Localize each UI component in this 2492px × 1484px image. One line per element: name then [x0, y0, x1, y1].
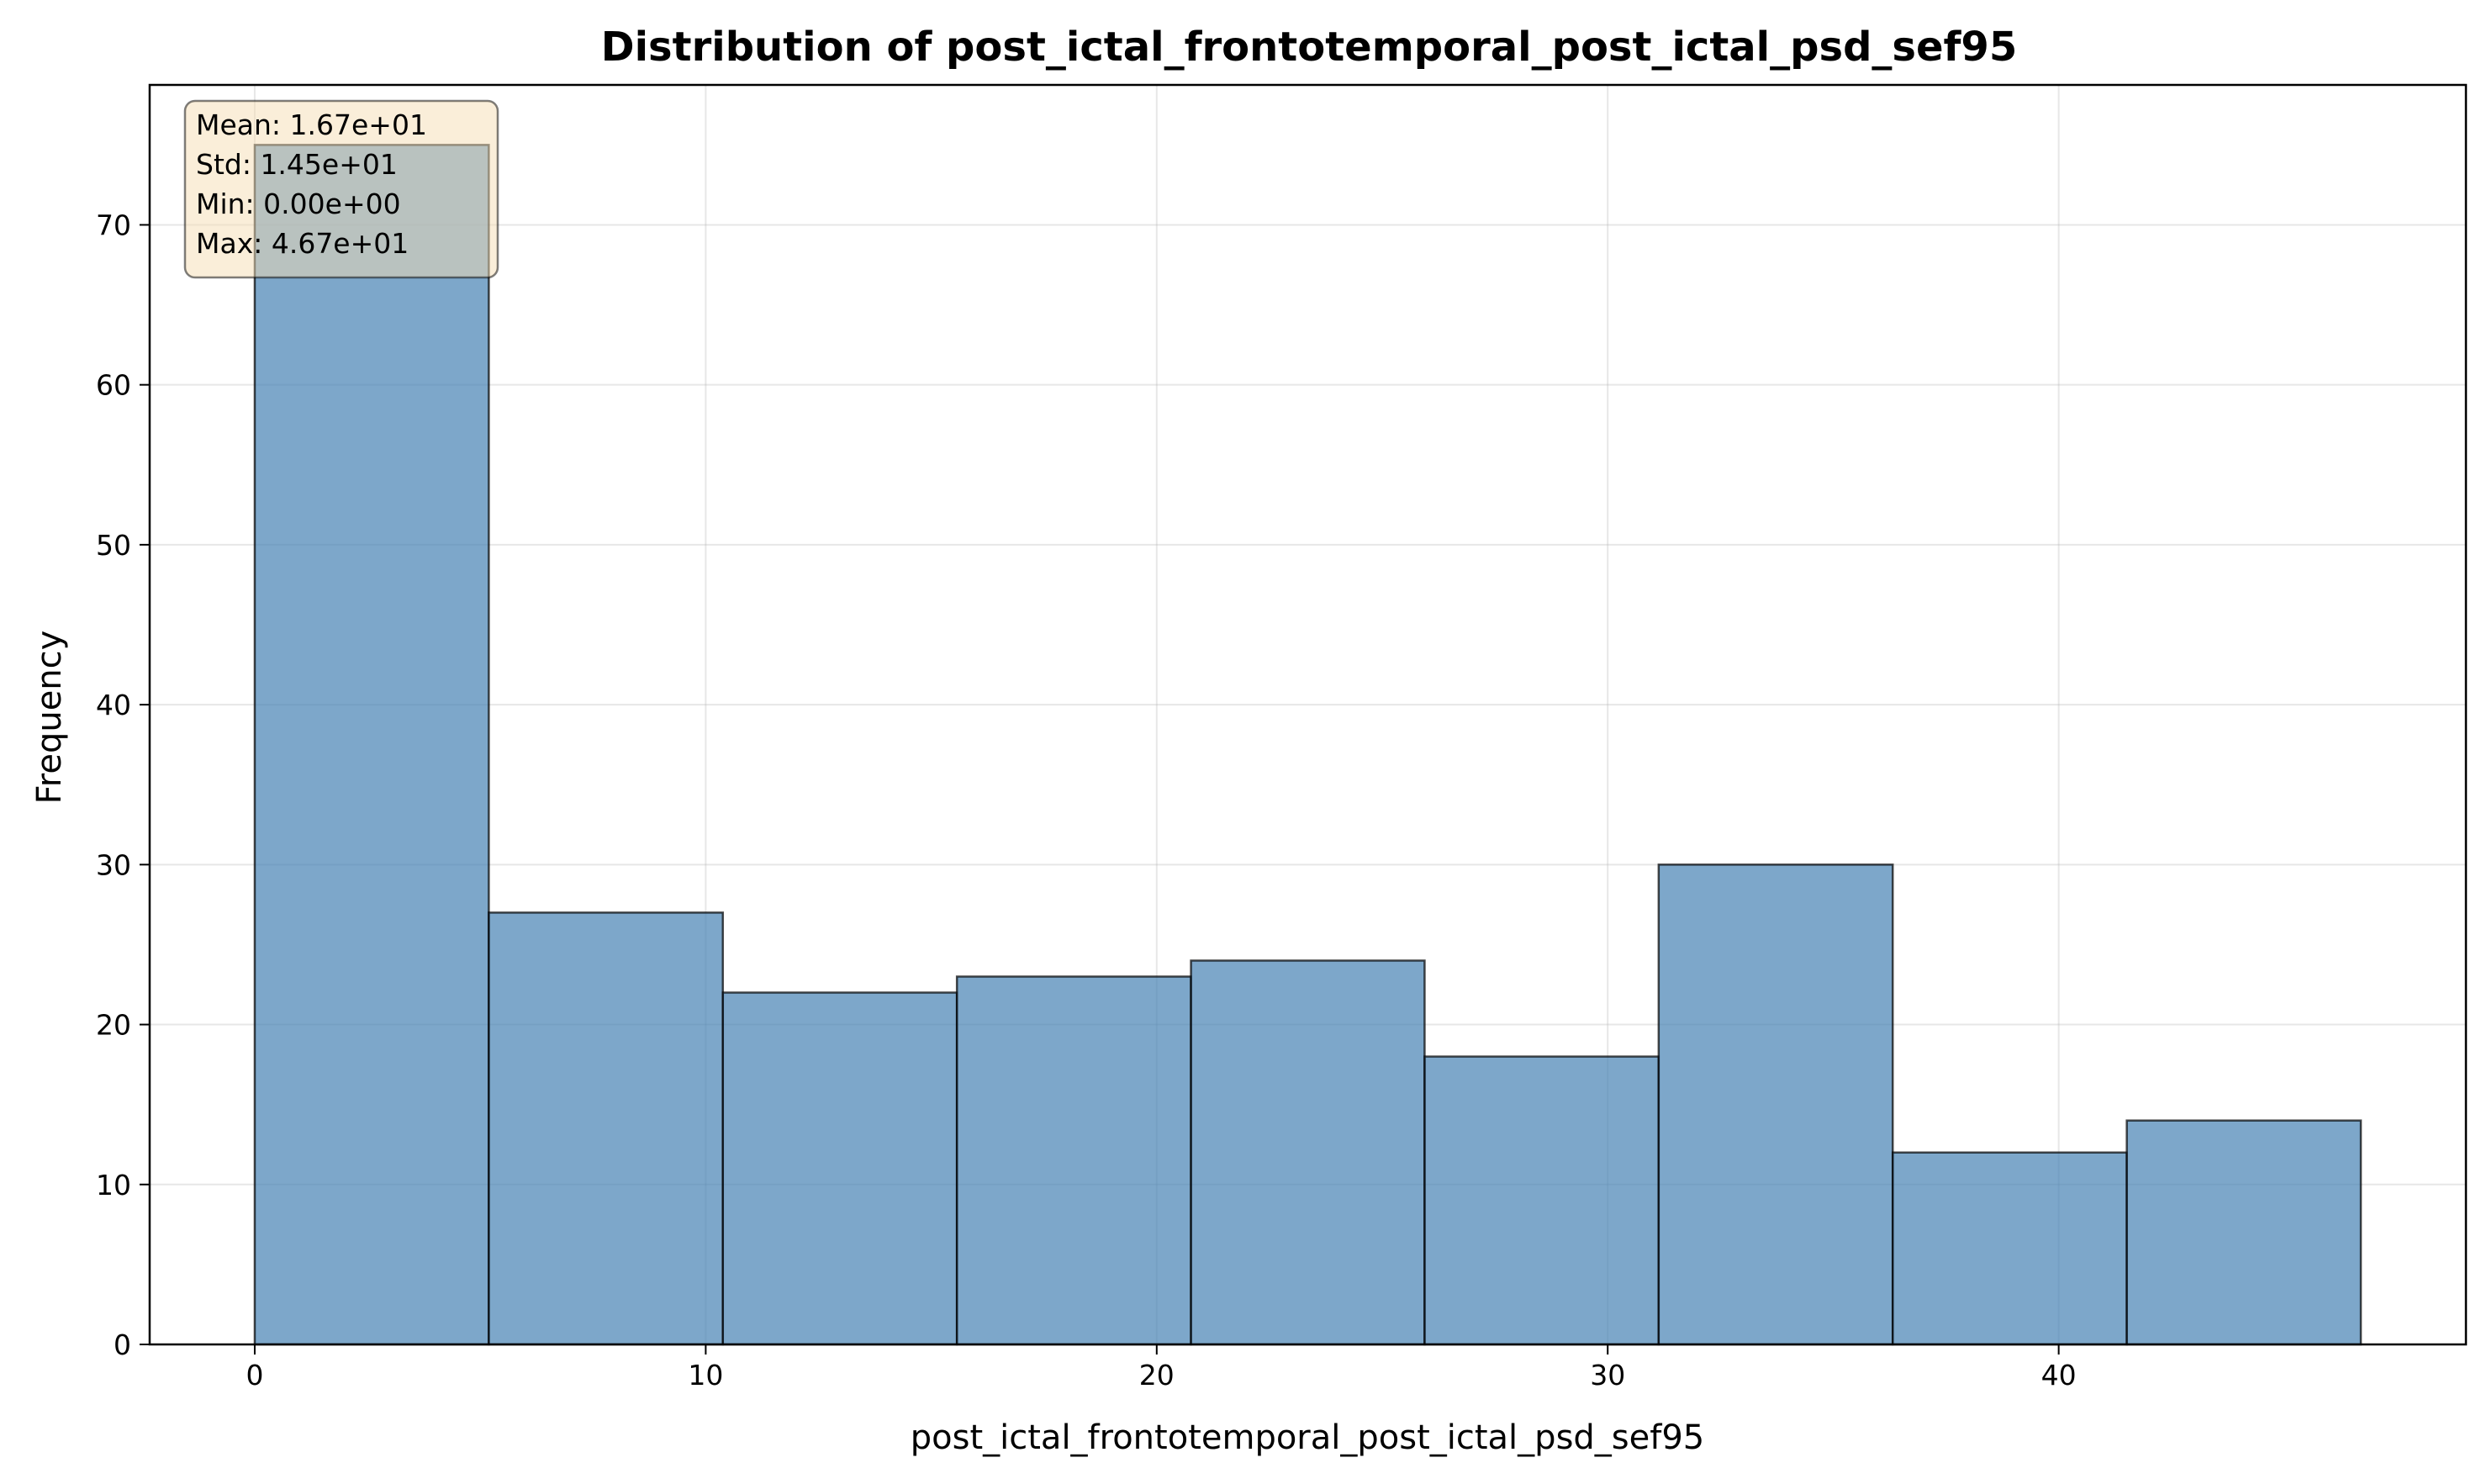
histogram-bar	[1891, 1151, 2128, 1346]
histogram-bar	[1190, 959, 1426, 1346]
y-tick-label: 40	[96, 689, 131, 721]
x-tick-label: 20	[1139, 1359, 1175, 1392]
histogram-bar	[488, 911, 725, 1346]
x-axis-label: post_ictal_frontotemporal_post_ictal_psd…	[911, 1418, 1704, 1457]
stats-box-background	[183, 99, 499, 279]
chart-title: Distribution of post_ictal_frontotempora…	[601, 24, 2017, 71]
bars	[253, 144, 2363, 1346]
x-axis-ticks: 0 10 20 30 40	[246, 1344, 2077, 1392]
y-tick-label: 60	[96, 369, 131, 402]
x-tick-label: 40	[2041, 1359, 2077, 1392]
y-axis-ticks: 0 10 20 30 40 50 60 70	[96, 209, 150, 1361]
x-tick-label: 0	[246, 1359, 263, 1392]
x-tick-label: 30	[1590, 1359, 1625, 1392]
histogram-bar	[955, 975, 1192, 1346]
y-tick-label: 70	[96, 209, 131, 241]
stats-std: Std: 1.45e+01	[196, 148, 398, 181]
y-tick-label: 20	[96, 1009, 131, 1042]
stats-max: Max: 4.67e+01	[196, 227, 409, 260]
histogram-bar	[2125, 1119, 2363, 1346]
y-tick-label: 0	[114, 1328, 131, 1361]
y-tick-label: 50	[96, 529, 131, 562]
y-tick-label: 10	[96, 1169, 131, 1201]
histogram-bar	[1423, 1055, 1660, 1346]
plot-frame	[148, 83, 2468, 1346]
stats-mean: Mean: 1.67e+01	[196, 108, 427, 141]
histogram-bar	[721, 991, 958, 1346]
histogram-bar	[1657, 863, 1894, 1346]
y-axis-label: Frequency	[30, 631, 69, 805]
stats-min: Min: 0.00e+00	[196, 187, 401, 220]
stats-box: Mean: 1.67e+01 Std: 1.45e+01 Min: 0.00e+…	[183, 99, 499, 279]
y-tick-label: 30	[96, 848, 131, 881]
histogram-bar	[253, 144, 490, 1346]
x-tick-label: 10	[688, 1359, 723, 1392]
